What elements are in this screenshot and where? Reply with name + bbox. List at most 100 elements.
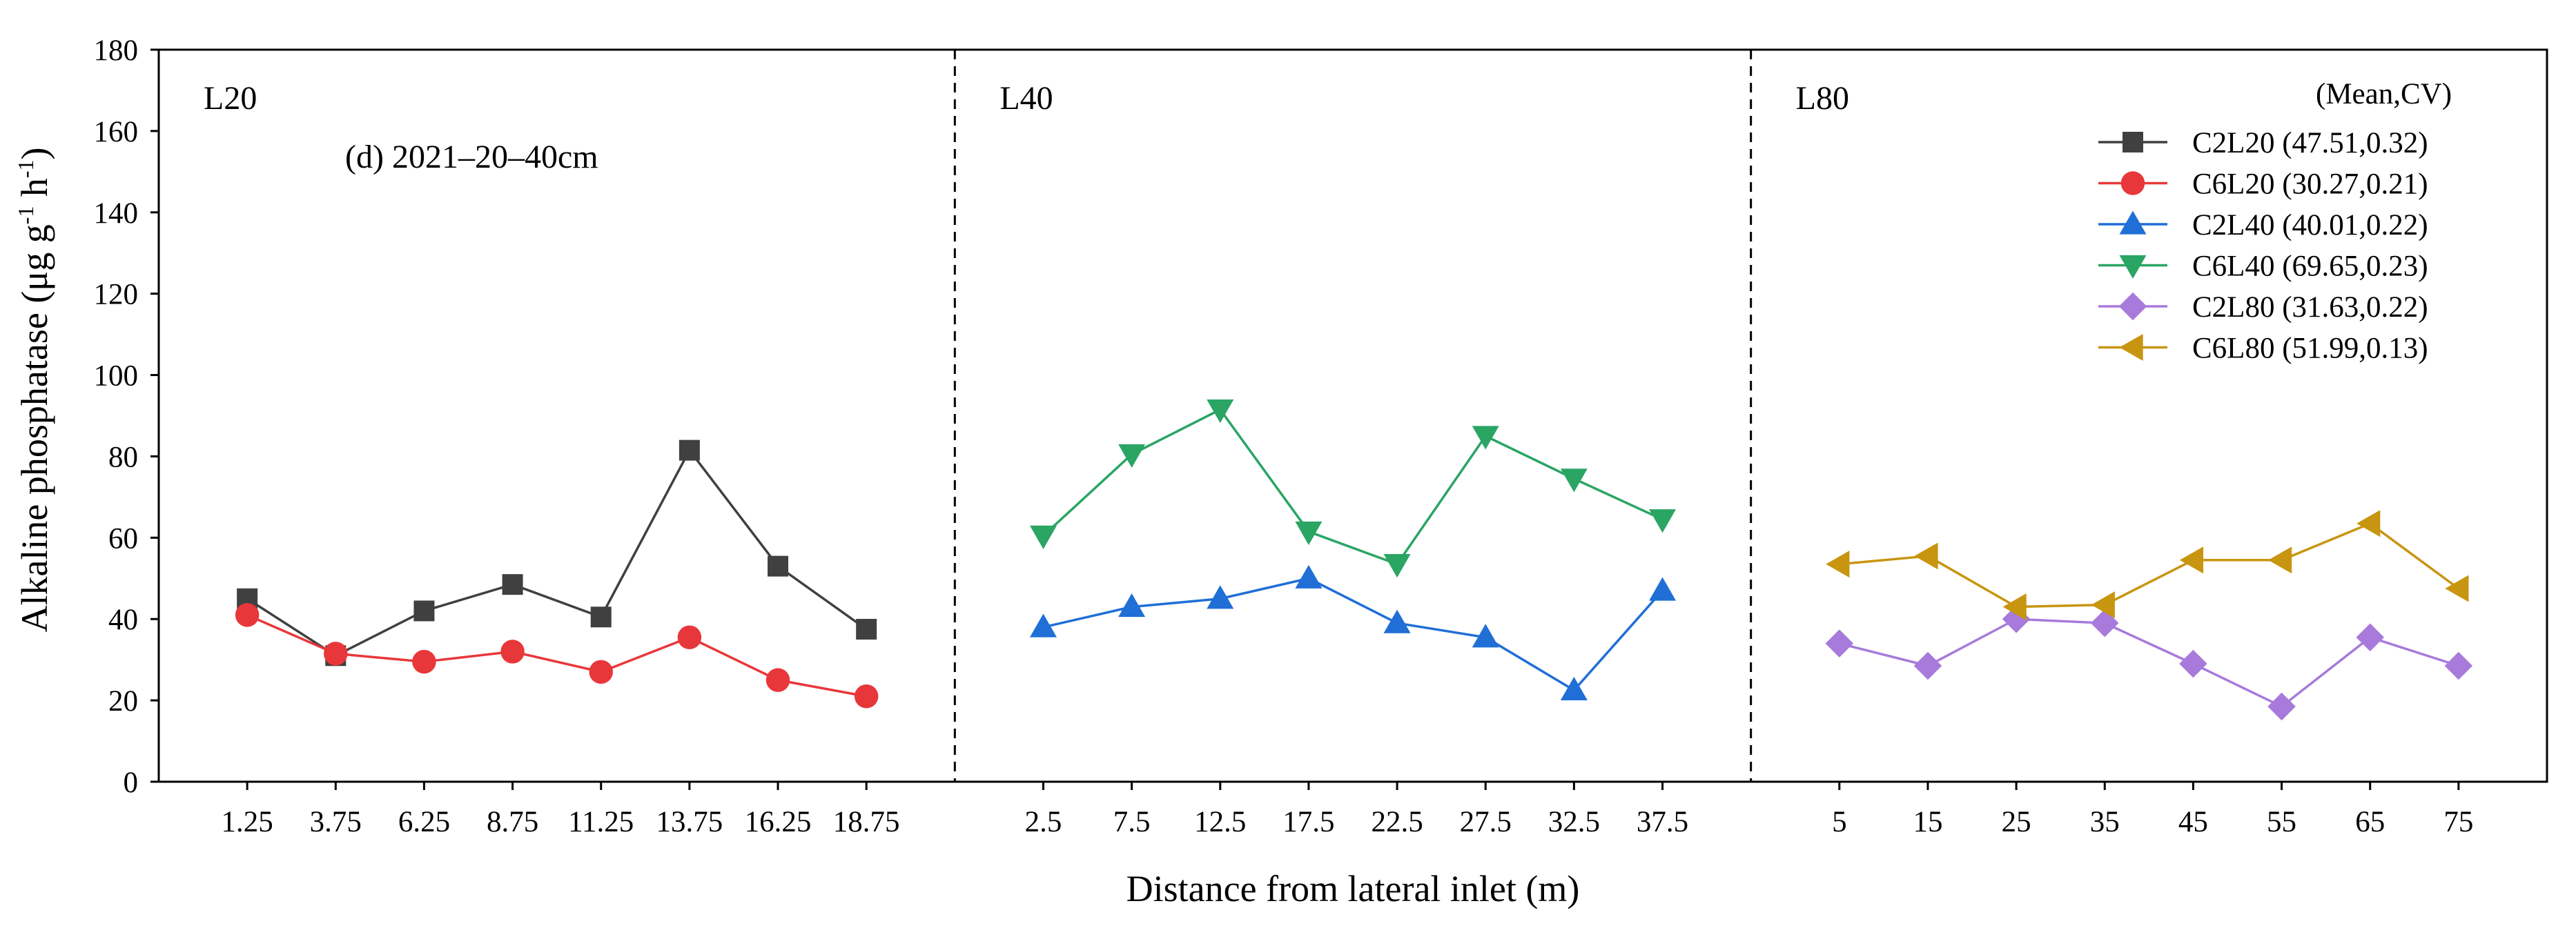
- data-point-C2L40: [1649, 577, 1677, 601]
- legend: C2L20 (47.51,0.32) C6L20 (30.27,0.21) C2L4…: [2098, 127, 2428, 365]
- data-point-C6L40: [1472, 426, 1499, 450]
- legend-label-C2L40: C2L40 (40.01,0.22): [2192, 209, 2428, 241]
- x-tick-label: 55: [2267, 806, 2296, 838]
- data-point-C2L40: [1560, 676, 1588, 700]
- data-point-C2L20: [856, 618, 877, 640]
- data-point-C6L80: [2179, 546, 2204, 574]
- x-tick-label: 75: [2443, 806, 2473, 838]
- y-tick-label: 180: [94, 34, 139, 67]
- data-point-C6L40: [1383, 554, 1411, 578]
- series-line-C2L80: [1839, 618, 2459, 709]
- y-tick-label: 20: [108, 685, 138, 718]
- data-point-C2L80: [2444, 651, 2473, 680]
- legend-label-C2L20: C2L20 (47.51,0.32): [2192, 127, 2428, 159]
- data-point-C6L20: [412, 649, 436, 674]
- y-axis-title: Alkaline phosphatase (μg g-1 h-1): [13, 147, 55, 632]
- x-tick-label: 8.75: [487, 806, 538, 838]
- panel-label: L40: [999, 80, 1053, 117]
- y-tick-label: 0: [124, 767, 139, 799]
- legend-label-C6L20: C6L20 (30.27,0.21): [2192, 168, 2428, 201]
- data-point-C6L20: [500, 640, 525, 664]
- x-tick-label: 37.5: [1637, 806, 1688, 838]
- plot-frame: [157, 48, 2548, 783]
- legend-header: (Mean,CV): [2316, 78, 2452, 110]
- data-point-C2L20: [768, 555, 789, 577]
- data-point-C2L20: [590, 606, 612, 628]
- data-point-C2L20: [502, 574, 523, 595]
- chart-title: (d) 2021–20–40cm: [345, 139, 598, 175]
- data-point-C2L40: [1118, 593, 1146, 618]
- data-point-C2L80: [1825, 629, 1854, 658]
- data-point-C2L80: [2356, 623, 2384, 651]
- series-line-C6L20: [246, 613, 867, 698]
- data-point-C2L40: [1383, 609, 1411, 633]
- legend-marker-C6L80: [2119, 334, 2143, 361]
- x-tick-label: 22.5: [1371, 806, 1423, 838]
- x-tick-label: 35: [2090, 806, 2120, 838]
- data-point-C6L80: [2445, 575, 2469, 602]
- y-tick-label: 60: [108, 522, 138, 555]
- x-tick-label: 27.5: [1460, 806, 1512, 838]
- series-line-C2L20: [246, 448, 868, 658]
- x-tick-label: 13.75: [656, 806, 723, 838]
- x-tick-label: 2.5: [1025, 806, 1062, 838]
- x-tick-label: 16.25: [745, 806, 812, 838]
- data-point-C6L80: [2357, 510, 2381, 537]
- data-point-C6L80: [1826, 551, 1850, 578]
- data-point-C6L20: [854, 684, 879, 709]
- legend-label-C6L40: C6L40 (69.65,0.23): [2192, 250, 2428, 283]
- data-point-C2L80: [2179, 649, 2207, 678]
- y-tick-label: 80: [108, 441, 138, 473]
- legend-marker-C2L80: [2118, 292, 2147, 321]
- data-point-C2L40: [1295, 564, 1323, 589]
- legend-marker-C6L20: [2120, 171, 2145, 195]
- legend-label-C2L80: C2L80 (31.63,0.22): [2192, 291, 2428, 324]
- x-axis-title: Distance from lateral inlet (m): [1126, 868, 1580, 909]
- frame-layer: [150, 48, 2548, 790]
- data-point-C6L80: [2091, 591, 2115, 619]
- panel-label: L20: [204, 80, 257, 117]
- x-tick-label: 18.75: [833, 806, 900, 838]
- x-tick-label: 3.75: [310, 806, 362, 838]
- y-axis-title-main: Alkaline phosphatase (μg g: [14, 224, 55, 632]
- data-point-C6L80: [2268, 546, 2292, 574]
- data-point-C6L20: [235, 603, 260, 627]
- y-tick-label: 140: [94, 197, 139, 230]
- x-tick-label: 65: [2355, 806, 2385, 838]
- data-point-C2L80: [1913, 651, 1942, 680]
- y-tick-label: 120: [94, 279, 139, 311]
- data-point-C2L20: [413, 600, 435, 622]
- data-point-C6L40: [1207, 399, 1234, 424]
- y-axis-title-mid: h: [14, 178, 55, 206]
- series-layer: [235, 399, 2473, 721]
- y-axis-title-sup2: -1: [13, 159, 38, 178]
- data-point-C6L40: [1118, 444, 1146, 468]
- x-tick-label: 45: [2178, 806, 2208, 838]
- legend-marker-C2L20: [2123, 132, 2143, 152]
- data-point-C6L40: [1029, 525, 1057, 549]
- x-tick-label: 11.25: [568, 806, 634, 838]
- x-tick-label: 15: [1913, 806, 1942, 838]
- y-tick-label: 40: [108, 604, 138, 636]
- data-point-C6L40: [1295, 521, 1323, 545]
- data-point-C2L40: [1029, 613, 1057, 638]
- data-point-C2L20: [679, 440, 700, 461]
- data-point-C6L40: [1649, 509, 1677, 533]
- x-tick-label: 17.5: [1282, 806, 1334, 838]
- x-tick-label: 7.5: [1113, 806, 1151, 838]
- panel-label: L80: [1796, 80, 1849, 117]
- x-tick-label: 25: [2002, 806, 2031, 838]
- data-point-C6L20: [589, 660, 613, 684]
- y-axis-title-end: ): [14, 147, 55, 159]
- y-tick-label: 160: [94, 116, 139, 148]
- data-point-C6L80: [2002, 593, 2027, 621]
- data-point-C6L20: [324, 642, 348, 666]
- data-point-C6L20: [765, 668, 790, 692]
- data-point-C6L40: [1560, 468, 1588, 493]
- legend-marker-C6L40: [2119, 255, 2147, 279]
- legend-marker-C2L40: [2119, 210, 2147, 235]
- x-tick-label: 12.5: [1194, 806, 1246, 838]
- text-layer: (d) 2021–20–40cm Distance from lateral i…: [13, 34, 2473, 909]
